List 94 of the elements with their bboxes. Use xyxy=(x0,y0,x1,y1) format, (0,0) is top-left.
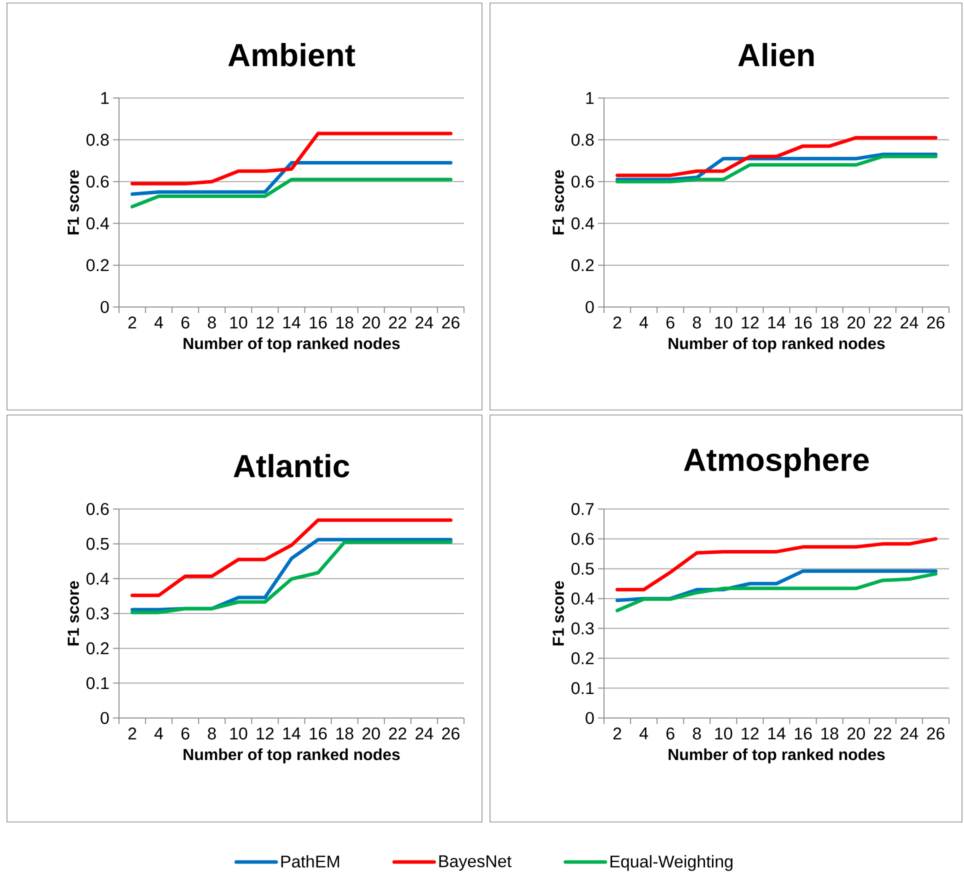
x-tick-label: 14 xyxy=(283,728,300,740)
y-tick-label: 0.1 xyxy=(571,682,594,694)
x-tick-label: 12 xyxy=(256,728,274,740)
x-tick-label: 10 xyxy=(715,316,732,329)
x-tick-label: 10 xyxy=(230,316,248,329)
x-tick-label: 18 xyxy=(336,728,354,740)
y-tick-label: 1 xyxy=(101,92,109,104)
x-axis-title: Number of top ranked nodes xyxy=(184,748,400,764)
x-tick-label: 8 xyxy=(208,728,216,740)
x-tick-label: 14 xyxy=(768,316,786,328)
y-axis-title: F1 score xyxy=(552,581,564,646)
x-tick-label: 6 xyxy=(181,316,190,329)
y-tick-label: 0.4 xyxy=(86,572,109,585)
y-tick-label: 0 xyxy=(100,300,109,314)
y-tick-label: 0.6 xyxy=(571,532,594,545)
y-tick-label: 0.4 xyxy=(571,592,594,605)
x-tick-label: 8 xyxy=(692,728,701,740)
x-tick-label: 16 xyxy=(794,316,812,329)
x-tick-label: 22 xyxy=(389,728,406,740)
x-tick-label: 12 xyxy=(742,728,759,740)
x-tick-label: 26 xyxy=(927,728,944,740)
legend-label: PathEM xyxy=(281,855,340,868)
x-tick-label: 10 xyxy=(715,728,732,740)
x-tick-label: 24 xyxy=(900,316,918,328)
x-tick-label: 14 xyxy=(283,316,300,328)
x-axis-title: Number of top ranked nodes xyxy=(668,337,885,352)
y-tick-label: 0.8 xyxy=(86,134,109,146)
x-axis-title: Number of top ranked nodes xyxy=(668,748,885,764)
y-tick-label: 0.4 xyxy=(572,217,594,230)
x-tick-label: 22 xyxy=(874,728,892,740)
legend-label: BayesNet xyxy=(439,855,512,871)
x-tick-label: 26 xyxy=(927,316,944,329)
y-tick-label: 0.8 xyxy=(572,134,594,146)
x-tick-label: 24 xyxy=(900,728,918,740)
x-tick-label: 24 xyxy=(416,728,434,740)
x-tick-label: 20 xyxy=(362,728,380,740)
y-tick-label: 0.6 xyxy=(572,176,594,188)
x-tick-label: 14 xyxy=(768,728,786,740)
x-tick-label: 4 xyxy=(639,728,648,740)
chart-title: Alien xyxy=(738,42,814,66)
y-axis-title: F1 score xyxy=(68,170,79,234)
x-tick-label: 22 xyxy=(389,316,406,328)
y-tick-label: 0.5 xyxy=(571,562,594,575)
x-tick-label: 16 xyxy=(794,728,812,740)
x-tick-label: 2 xyxy=(128,728,136,740)
x-tick-label: 20 xyxy=(848,316,865,329)
x-tick-label: 4 xyxy=(154,316,164,328)
y-tick-label: 0 xyxy=(586,712,594,724)
y-tick-label: 0.7 xyxy=(571,502,594,516)
x-tick-label: 10 xyxy=(230,728,248,740)
x-tick-label: 12 xyxy=(256,316,274,328)
x-tick-label: 4 xyxy=(154,728,164,740)
x-tick-label: 26 xyxy=(442,728,460,740)
x-tick-label: 20 xyxy=(362,316,380,329)
y-tick-label: 0.5 xyxy=(86,538,109,550)
x-tick-label: 26 xyxy=(442,316,460,329)
y-tick-label: 0.2 xyxy=(571,652,594,664)
chart-title: Atlantic xyxy=(234,454,350,478)
y-tick-label: 0.2 xyxy=(572,259,594,272)
x-tick-label: 8 xyxy=(208,316,216,329)
y-tick-label: 0 xyxy=(586,300,594,314)
legend-label: Equal-Weighting xyxy=(610,855,732,871)
y-tick-label: 0 xyxy=(100,712,109,724)
y-axis-title: F1 score xyxy=(68,581,79,646)
x-tick-label: 20 xyxy=(848,728,865,740)
x-tick-label: 2 xyxy=(128,316,136,328)
x-tick-label: 6 xyxy=(666,728,674,740)
x-axis-title: Number of top ranked nodes xyxy=(184,337,400,352)
y-tick-label: 0.4 xyxy=(86,217,109,230)
x-tick-label: 2 xyxy=(613,728,622,740)
x-tick-label: 4 xyxy=(639,316,648,328)
y-tick-label: 0.3 xyxy=(571,622,594,634)
chart-title: Ambient xyxy=(228,42,356,66)
x-tick-label: 18 xyxy=(821,316,838,329)
x-tick-label: 16 xyxy=(310,728,327,740)
y-axis-title: F1 score xyxy=(552,170,564,234)
y-tick-label: 0.3 xyxy=(86,607,109,620)
x-tick-label: 22 xyxy=(874,316,892,328)
y-tick-label: 0.2 xyxy=(86,642,109,654)
x-tick-label: 12 xyxy=(742,316,759,328)
chart-title: Atmosphere xyxy=(684,448,869,478)
x-tick-label: 8 xyxy=(692,316,701,329)
y-tick-label: 0.2 xyxy=(86,259,109,272)
x-tick-label: 24 xyxy=(416,316,434,328)
y-tick-label: 0.1 xyxy=(86,677,109,690)
y-tick-label: 0.6 xyxy=(86,176,109,188)
x-tick-label: 18 xyxy=(821,728,838,740)
x-tick-label: 18 xyxy=(336,316,354,329)
x-tick-label: 16 xyxy=(310,316,327,329)
y-tick-label: 0.6 xyxy=(86,502,109,516)
x-tick-label: 2 xyxy=(613,316,622,328)
x-tick-label: 6 xyxy=(666,316,674,329)
y-tick-label: 1 xyxy=(586,92,594,104)
x-tick-label: 6 xyxy=(181,728,190,740)
